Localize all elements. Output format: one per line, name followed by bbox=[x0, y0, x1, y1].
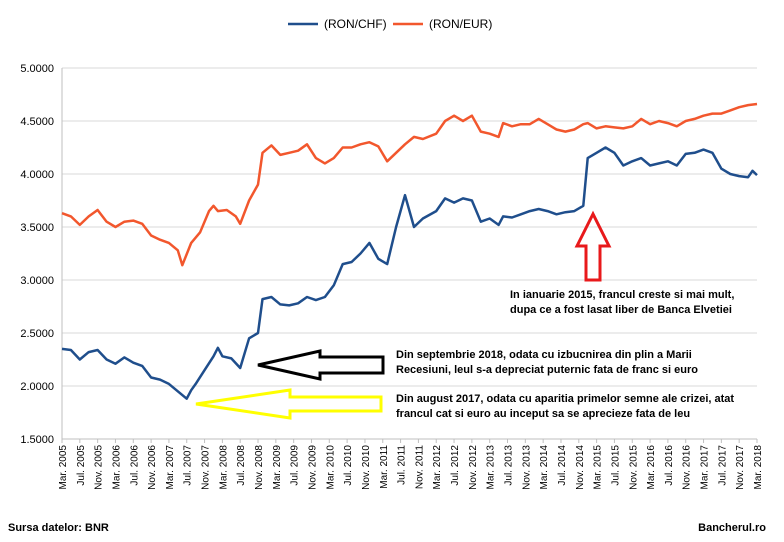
series-lines bbox=[61, 102, 758, 400]
annotation-text-1: In ianuarie 2015, francul creste si mai … bbox=[510, 289, 734, 316]
legend-label: (RON/EUR) bbox=[429, 17, 492, 31]
x-tick-label: Mar. 2006 bbox=[111, 445, 122, 490]
x-axis-ticks: Mar. 2005 Jul. 2005 Nov. 2005 Mar. 2006 Jul.… bbox=[58, 439, 764, 490]
x-tick-label: Mar. 2008 bbox=[218, 445, 229, 490]
x-tick-label: Jul. 2017 bbox=[717, 445, 728, 486]
y-tick-label: 4.0000 bbox=[20, 169, 54, 181]
x-tick-label: Nov. 2010 bbox=[361, 445, 372, 490]
x-tick-label: Jul. 2007 bbox=[183, 445, 194, 486]
series-line-ron-chf bbox=[61, 146, 758, 400]
x-tick-label: Jul. 2016 bbox=[664, 445, 675, 486]
x-tick-label: Jul. 2006 bbox=[129, 445, 140, 486]
grid-lines bbox=[61, 67, 757, 440]
x-tick-label: Jul. 2009 bbox=[290, 445, 301, 486]
x-tick-label: Mar. 2011 bbox=[379, 445, 390, 489]
x-tick-label: Jul. 2008 bbox=[236, 445, 247, 486]
x-tick-label: Nov. 2013 bbox=[521, 445, 532, 490]
x-tick-label: Nov. 2015 bbox=[628, 445, 639, 490]
legend-label: (RON/CHF) bbox=[324, 17, 387, 31]
x-tick-label: Nov. 2014 bbox=[575, 445, 586, 490]
x-tick-label: Nov. 2007 bbox=[201, 445, 212, 490]
yellow-arrow-annotation bbox=[195, 388, 383, 420]
brand-label: Bancherul.ro bbox=[698, 522, 766, 534]
x-tick-label: Jul. 2011 bbox=[397, 445, 408, 485]
series-line-ron-eur bbox=[61, 102, 758, 267]
annotation-1-line-1: In ianuarie 2015, francul creste si mai … bbox=[510, 289, 734, 301]
y-tick-label: 2.5000 bbox=[20, 328, 54, 340]
x-tick-label: Nov. 2011 bbox=[414, 445, 425, 490]
x-tick-label: Mar. 2007 bbox=[165, 445, 176, 490]
y-tick-label: 5.0000 bbox=[20, 63, 54, 75]
annotation-3-line-1: Din august 2017, odata cu aparitia prime… bbox=[396, 393, 734, 405]
red-arrow-annotation bbox=[574, 210, 612, 282]
x-tick-label: Mar. 2013 bbox=[486, 445, 497, 490]
x-tick-label: Jul. 2012 bbox=[450, 445, 461, 486]
x-tick-label: Jul. 2013 bbox=[504, 445, 515, 486]
y-tick-label: 1.5000 bbox=[20, 434, 54, 446]
x-tick-label: Mar. 2005 bbox=[58, 445, 69, 490]
x-tick-label: Nov. 2009 bbox=[307, 445, 318, 490]
x-tick-label: Jul. 2005 bbox=[76, 445, 87, 486]
x-tick-label: Nov. 2006 bbox=[147, 445, 158, 490]
black-arrow-annotation bbox=[257, 349, 385, 381]
y-tick-label: 2.0000 bbox=[20, 381, 54, 393]
x-tick-label: Mar. 2017 bbox=[700, 445, 711, 490]
annotation-text-3: Din august 2017, odata cu aparitia prime… bbox=[396, 393, 734, 420]
x-tick-label: Mar. 2015 bbox=[593, 445, 604, 490]
y-axis-ticks: 5.0000 4.5000 4.0000 3.5000 3.0000 2.5000 2.00… bbox=[20, 63, 54, 446]
annotation-2-line-1: Din septembrie 2018, odata cu izbucnirea… bbox=[396, 349, 692, 361]
source-note: Sursa datelor: BNR bbox=[8, 522, 109, 534]
annotation-3-line-2: francul cat si euro au inceput sa se apr… bbox=[396, 408, 690, 420]
x-tick-label: Mar. 2016 bbox=[646, 445, 657, 490]
y-tick-label: 3.5000 bbox=[20, 222, 54, 234]
x-tick-label: Nov. 2016 bbox=[682, 445, 693, 490]
y-tick-label: 4.5000 bbox=[20, 116, 54, 128]
x-tick-label: Mar. 2014 bbox=[539, 445, 550, 490]
annotation-2-line-2: Recesiuni, leul s-a depreciat puternic f… bbox=[396, 364, 698, 376]
annotation-1-line-2: dupa ce a fost lasat liber de Banca Elve… bbox=[510, 304, 732, 316]
x-tick-label: Nov. 2017 bbox=[735, 445, 746, 490]
legend: (RON/CHF) (RON/EUR) bbox=[288, 17, 492, 31]
x-tick-label: Jul. 2015 bbox=[610, 445, 621, 486]
x-tick-label: Jul. 2010 bbox=[343, 445, 354, 486]
x-tick-label: Nov. 2012 bbox=[468, 445, 479, 490]
y-tick-label: 3.0000 bbox=[20, 275, 54, 287]
x-tick-label: Jul. 2014 bbox=[557, 445, 568, 486]
annotation-text-2: Din septembrie 2018, odata cu izbucnirea… bbox=[396, 349, 698, 376]
x-tick-label: Mar. 2010 bbox=[325, 445, 336, 490]
x-tick-label: Mar. 2012 bbox=[432, 445, 443, 490]
x-tick-label: Mar. 2009 bbox=[272, 445, 283, 490]
x-tick-label: Mar. 2018 bbox=[753, 445, 764, 490]
x-tick-label: Nov. 2005 bbox=[94, 445, 105, 490]
x-tick-label: Nov. 2008 bbox=[254, 445, 265, 490]
